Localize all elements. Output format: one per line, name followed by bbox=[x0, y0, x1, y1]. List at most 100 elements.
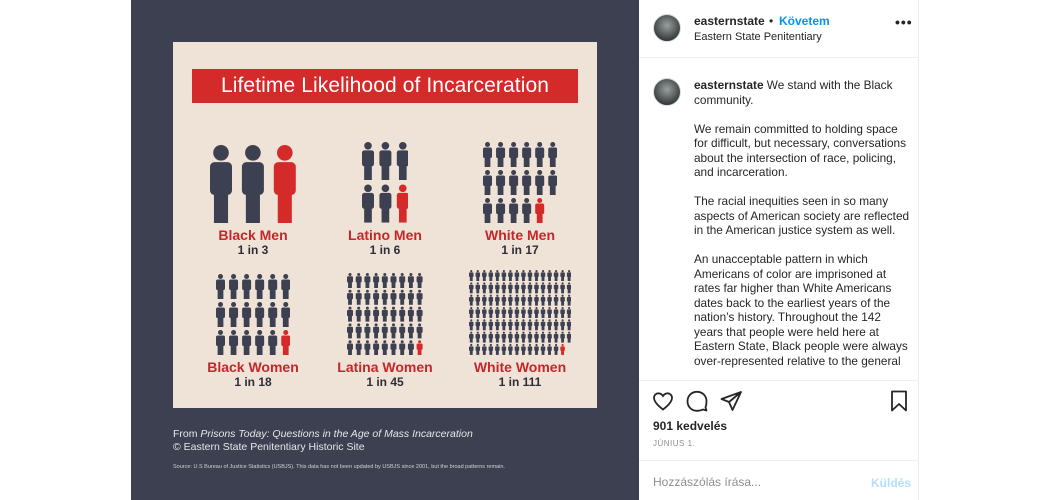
group-label: Latino Men bbox=[348, 227, 422, 243]
person-icon bbox=[566, 282, 572, 294]
group-cell: Black Men 1 in 3 bbox=[188, 137, 318, 257]
person-icon bbox=[468, 307, 474, 319]
person-icon bbox=[361, 185, 374, 223]
person-icon bbox=[416, 306, 423, 322]
person-icon bbox=[540, 331, 546, 343]
person-icon bbox=[521, 319, 526, 331]
person-icon bbox=[355, 323, 362, 339]
person-icon bbox=[228, 330, 238, 355]
person-icon bbox=[373, 340, 380, 355]
person-icon bbox=[382, 289, 388, 305]
person-icon bbox=[364, 272, 371, 288]
person-icon bbox=[416, 323, 423, 339]
location-link[interactable]: Eastern State Penitentiary bbox=[694, 31, 822, 43]
person-icon bbox=[373, 272, 380, 288]
person-icon bbox=[355, 272, 362, 288]
pictogram bbox=[468, 270, 572, 355]
person-icon bbox=[514, 331, 519, 343]
person-icon bbox=[560, 270, 565, 282]
person-icon bbox=[481, 282, 487, 294]
comment-input[interactable] bbox=[653, 475, 853, 489]
person-icon bbox=[566, 307, 572, 319]
person-icon bbox=[534, 319, 539, 331]
bookmark-icon[interactable] bbox=[887, 389, 911, 413]
person-icon bbox=[514, 319, 519, 331]
person-icon bbox=[547, 331, 552, 343]
person-icon bbox=[521, 270, 526, 282]
person-icon bbox=[396, 142, 409, 181]
person-icon bbox=[494, 344, 500, 355]
pictogram bbox=[361, 142, 409, 223]
person-icon bbox=[507, 307, 513, 319]
send-comment-button[interactable]: Küldés bbox=[871, 476, 912, 490]
person-icon bbox=[382, 306, 388, 322]
person-icon bbox=[514, 294, 519, 306]
person-icon bbox=[494, 270, 500, 282]
follow-button[interactable]: Követem bbox=[779, 14, 830, 28]
person-icon bbox=[548, 142, 558, 167]
person-icon bbox=[468, 270, 474, 282]
comment-icon[interactable] bbox=[685, 389, 709, 413]
person-icon bbox=[488, 331, 493, 343]
caption-paragraph: The racial inequities seen in so many as… bbox=[694, 194, 910, 237]
like-count[interactable]: 901 kedvelés bbox=[653, 419, 728, 433]
person-icon bbox=[475, 331, 480, 343]
post-header: easternstate • Követem Eastern State Pen… bbox=[639, 0, 919, 58]
heart-icon[interactable] bbox=[651, 389, 675, 413]
post-date[interactable]: JÚNIUS 1. bbox=[653, 439, 696, 448]
person-icon bbox=[241, 330, 251, 355]
group-ratio: 1 in 45 bbox=[366, 375, 404, 389]
pictogram bbox=[347, 272, 423, 355]
person-icon bbox=[540, 307, 546, 319]
person-icon bbox=[373, 323, 380, 339]
person-icon bbox=[481, 319, 487, 331]
person-icon bbox=[228, 274, 238, 299]
share-icon[interactable] bbox=[719, 389, 743, 413]
person-icon bbox=[210, 145, 233, 223]
person-icon bbox=[408, 306, 415, 322]
person-icon bbox=[378, 185, 391, 223]
header-username[interactable]: easternstate bbox=[694, 14, 765, 28]
person-icon bbox=[373, 306, 380, 322]
person-icon bbox=[566, 319, 572, 331]
person-icon bbox=[416, 272, 423, 288]
avatar[interactable] bbox=[653, 14, 681, 42]
person-icon bbox=[481, 344, 487, 355]
person-icon bbox=[540, 319, 546, 331]
person-icon bbox=[390, 272, 397, 288]
person-icon-highlighted bbox=[273, 145, 296, 223]
group-figures bbox=[455, 137, 585, 223]
person-icon bbox=[534, 307, 539, 319]
infographic-poster: Lifetime Likelihood of Incarceration Bla… bbox=[173, 42, 597, 408]
person-icon bbox=[364, 289, 371, 305]
person-icon bbox=[468, 294, 474, 306]
more-options-icon[interactable]: ••• bbox=[895, 14, 913, 30]
post-media: Lifetime Likelihood of Incarceration Bla… bbox=[131, 0, 639, 500]
person-icon-highlighted bbox=[396, 185, 409, 223]
person-icon bbox=[255, 274, 265, 299]
person-icon bbox=[494, 282, 500, 294]
group-figures bbox=[455, 269, 585, 355]
caption-avatar[interactable] bbox=[653, 78, 681, 106]
person-icon bbox=[408, 323, 415, 339]
pictogram bbox=[210, 145, 296, 223]
person-icon bbox=[390, 323, 397, 339]
person-icon bbox=[522, 170, 532, 195]
person-icon bbox=[514, 282, 519, 294]
person-icon bbox=[355, 306, 362, 322]
person-icon bbox=[553, 307, 559, 319]
person-icon bbox=[399, 323, 406, 339]
person-icon bbox=[508, 198, 518, 223]
person-icon bbox=[522, 142, 532, 167]
person-icon bbox=[481, 307, 487, 319]
caption-username[interactable]: easternstate bbox=[694, 78, 764, 92]
person-icon bbox=[514, 270, 519, 282]
person-icon bbox=[508, 170, 518, 195]
post-sidebar: easternstate • Követem Eastern State Pen… bbox=[639, 0, 919, 500]
post-actions: 901 kedvelés JÚNIUS 1. bbox=[639, 380, 919, 460]
person-icon bbox=[566, 294, 572, 306]
person-icon bbox=[488, 307, 493, 319]
person-icon bbox=[382, 340, 388, 355]
person-icon bbox=[540, 270, 546, 282]
person-icon bbox=[408, 272, 415, 288]
